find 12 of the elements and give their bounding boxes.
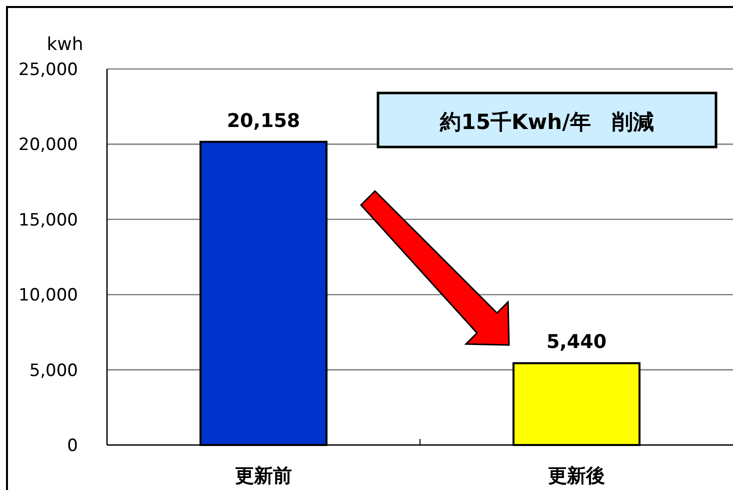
data-label: 20,158 [226, 110, 300, 132]
x-tick-label: 更新前 [235, 465, 292, 487]
data-label: 5,440 [546, 331, 607, 354]
y-tick-label: 25,000 [18, 60, 78, 80]
y-tick-label: 10,000 [18, 286, 78, 306]
y-tick-label: 20,000 [18, 135, 78, 156]
x-tick-label: 更新後 [548, 465, 605, 487]
y-tick-label: 15,000 [18, 210, 78, 230]
y-axis-title: kwh [46, 34, 84, 55]
annotation: 約15千Kwh/年 削減 [439, 110, 654, 134]
y-tick-label: 0 [67, 436, 78, 456]
y-tick-label: 5,000 [29, 360, 78, 381]
